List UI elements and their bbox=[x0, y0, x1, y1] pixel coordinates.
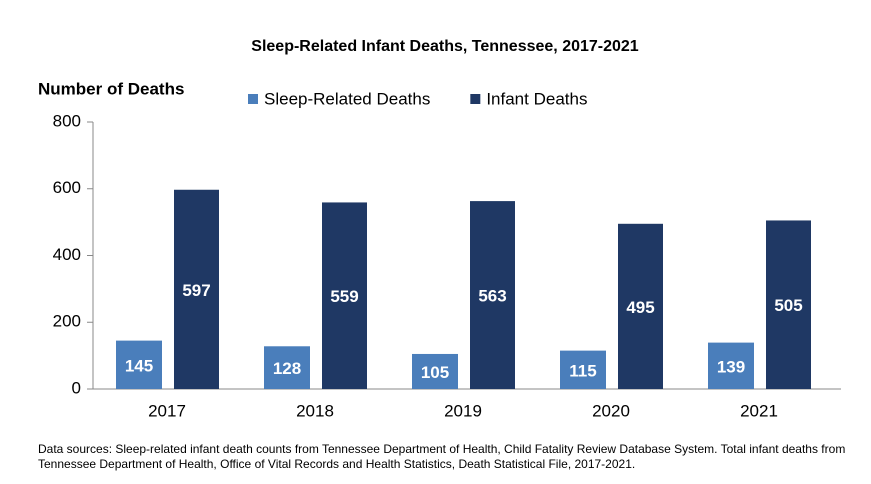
legend-label: Sleep-Related Deaths bbox=[264, 89, 430, 108]
bar bbox=[766, 220, 811, 389]
bar bbox=[618, 223, 663, 389]
data-label: 145 bbox=[125, 356, 153, 375]
data-label: 559 bbox=[330, 287, 358, 306]
x-tick-label: 2021 bbox=[740, 401, 778, 420]
data-label: 495 bbox=[626, 298, 654, 317]
y-tick-label: 800 bbox=[53, 111, 81, 130]
data-label: 563 bbox=[478, 287, 506, 306]
y-axis-label: Number of Deaths bbox=[38, 79, 184, 98]
data-label: 105 bbox=[421, 363, 449, 382]
x-tick-label: 2018 bbox=[296, 401, 334, 420]
data-label: 128 bbox=[273, 359, 301, 378]
legend-label: Infant Deaths bbox=[486, 89, 587, 108]
y-tick-label: 600 bbox=[53, 178, 81, 197]
source-note: Data sources: Sleep-related infant death… bbox=[38, 442, 846, 471]
y-tick-label: 200 bbox=[53, 312, 81, 331]
data-label: 505 bbox=[774, 296, 802, 315]
y-tick-label: 400 bbox=[53, 245, 81, 264]
x-tick-label: 2017 bbox=[148, 401, 186, 420]
x-tick-label: 2019 bbox=[444, 401, 482, 420]
bar bbox=[560, 350, 606, 389]
bar bbox=[174, 189, 219, 389]
x-tick-label: 2020 bbox=[592, 401, 630, 420]
bar bbox=[322, 202, 367, 389]
data-label: 597 bbox=[182, 281, 210, 300]
legend-swatch bbox=[248, 94, 258, 104]
bar bbox=[412, 353, 458, 389]
bar bbox=[708, 342, 754, 389]
chart: Sleep-Related Infant Deaths, Tennessee, … bbox=[38, 38, 841, 420]
data-label: 139 bbox=[717, 357, 745, 376]
bar bbox=[264, 346, 310, 389]
y-tick-label: 0 bbox=[72, 378, 81, 397]
chart-title: Sleep-Related Infant Deaths, Tennessee, … bbox=[251, 38, 639, 55]
bar bbox=[470, 201, 515, 389]
data-label: 115 bbox=[569, 361, 596, 380]
bar bbox=[116, 340, 162, 389]
legend-swatch bbox=[470, 94, 481, 104]
